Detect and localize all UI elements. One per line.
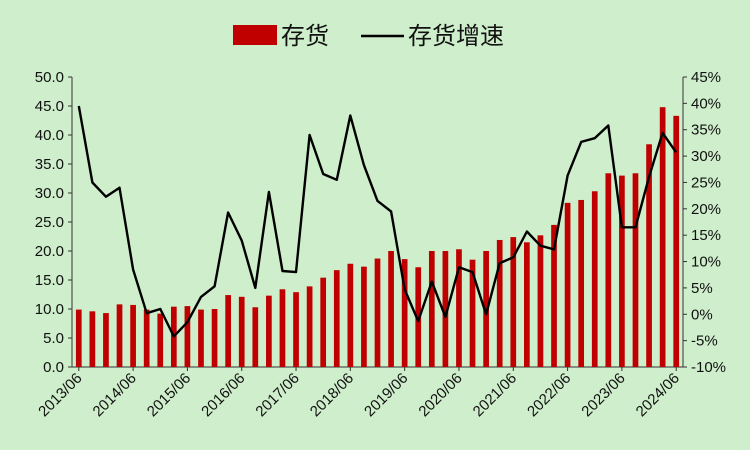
bar-inventory [578,199,585,367]
bar-inventory [143,309,150,367]
x-tick-label: 2016/06 [198,370,248,420]
left-tick-label: 45.0 [35,98,64,115]
x-tick-label: 2018/06 [307,370,357,420]
right-tick-label: 0% [691,306,713,323]
bar-inventory [510,237,517,367]
bar-inventory [632,173,639,367]
bar-inventory [401,259,408,367]
left-tick-label: 50.0 [35,69,64,86]
x-tick-label: 2023/06 [578,370,628,420]
bar-inventory [469,259,476,367]
left-tick-label: 20.0 [35,243,64,260]
bar-inventory [211,309,218,367]
right-tick-label: 10% [691,254,721,271]
bar-inventory [524,242,530,367]
bar-inventory [361,266,367,367]
x-tick-label: 2015/06 [144,370,194,420]
bar-inventory [252,307,259,367]
right-tick-label: -10% [691,359,726,376]
bar-inventory [496,239,503,367]
x-tick-label: 2022/06 [524,370,574,420]
bar-inventory [456,249,462,367]
right-tick-label: 30% [691,148,721,165]
bar-inventory [89,311,96,367]
right-tick-label: 45% [691,69,721,86]
x-tick-label: 2021/06 [470,370,520,420]
legend-label-inventory: 存货 [281,22,329,50]
bar-inventory [415,267,422,367]
legend-label-inventory-growth: 存货增速 [408,22,504,50]
x-tick-label: 2017/06 [252,370,302,420]
line-inventory-growth [77,105,678,338]
bar-inventory [673,115,680,367]
bar-inventory [333,270,340,367]
bar-inventory [320,277,327,367]
left-tick-label: 5.0 [43,330,64,347]
bar-inventory [591,191,598,367]
bar-inventory [157,313,164,367]
x-tick-label: 2024/06 [633,370,683,420]
bar-inventory [130,304,136,367]
x-tick-label: 2013/06 [35,370,85,420]
bar-inventory [266,295,272,367]
legend-swatch-inventory [233,25,277,45]
right-tick-label: 40% [691,95,721,112]
right-tick-label: 35% [691,122,721,139]
bar-inventory [238,296,245,367]
bar-inventory [605,173,612,367]
bar-inventory [75,309,82,367]
right-tick-label: 20% [691,201,721,218]
legend: 存货 存货增速 [233,22,504,50]
bar-inventory [198,309,204,367]
right-tick-label: -5% [691,333,718,350]
bar-inventory [293,292,299,367]
bar-inventory [564,202,571,367]
x-tick-label: 2020/06 [415,370,465,420]
plot-area: 0.0 5.0 10.0 15.0 20.0 25.0 30.0 35.0 40.0 45.0 50… [35,69,726,420]
bar-inventory [306,286,313,367]
bar-inventory [388,251,394,367]
left-tick-label: 15.0 [35,272,64,289]
right-tick-label: 25% [691,174,721,191]
bar-inventory [483,251,489,367]
left-tick-label: 10.0 [35,301,64,318]
left-tick-label: 25.0 [35,214,64,231]
left-tick-label: 40.0 [35,127,64,144]
bar-inventory [103,313,109,367]
bar-inventory [184,306,191,367]
bar-inventory [619,175,625,367]
bar-inventory [428,251,435,367]
bar-inventory [659,107,666,367]
bar-inventory [537,235,544,367]
bar-inventory [442,251,449,367]
bar-inventory [279,289,286,367]
left-tick-label: 30.0 [35,185,64,202]
x-tick-label: 2014/06 [90,370,140,420]
right-tick-label: 15% [691,227,721,244]
x-tick-label: 2019/06 [361,370,411,420]
left-tick-label: 0.0 [43,359,64,376]
bar-inventory [374,258,381,367]
bar-inventory [646,144,652,367]
right-tick-label: 5% [691,280,713,297]
bar-inventory [347,263,354,367]
left-tick-label: 35.0 [35,156,64,173]
bar-inventory [116,304,123,367]
bar-inventory [225,295,231,367]
bar-inventory [551,224,557,367]
